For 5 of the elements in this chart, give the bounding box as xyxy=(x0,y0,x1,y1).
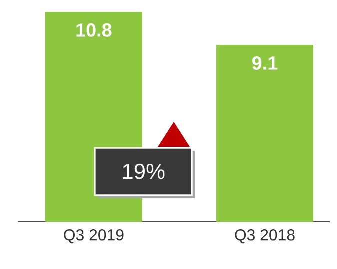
data-label: 9.1 xyxy=(252,56,278,70)
x-tick-label: Q3 2018 xyxy=(235,230,295,244)
annotation: 19% xyxy=(123,164,165,180)
x-tick-label: Q3 2019 xyxy=(64,230,124,244)
data-label: 10.8 xyxy=(76,23,112,37)
